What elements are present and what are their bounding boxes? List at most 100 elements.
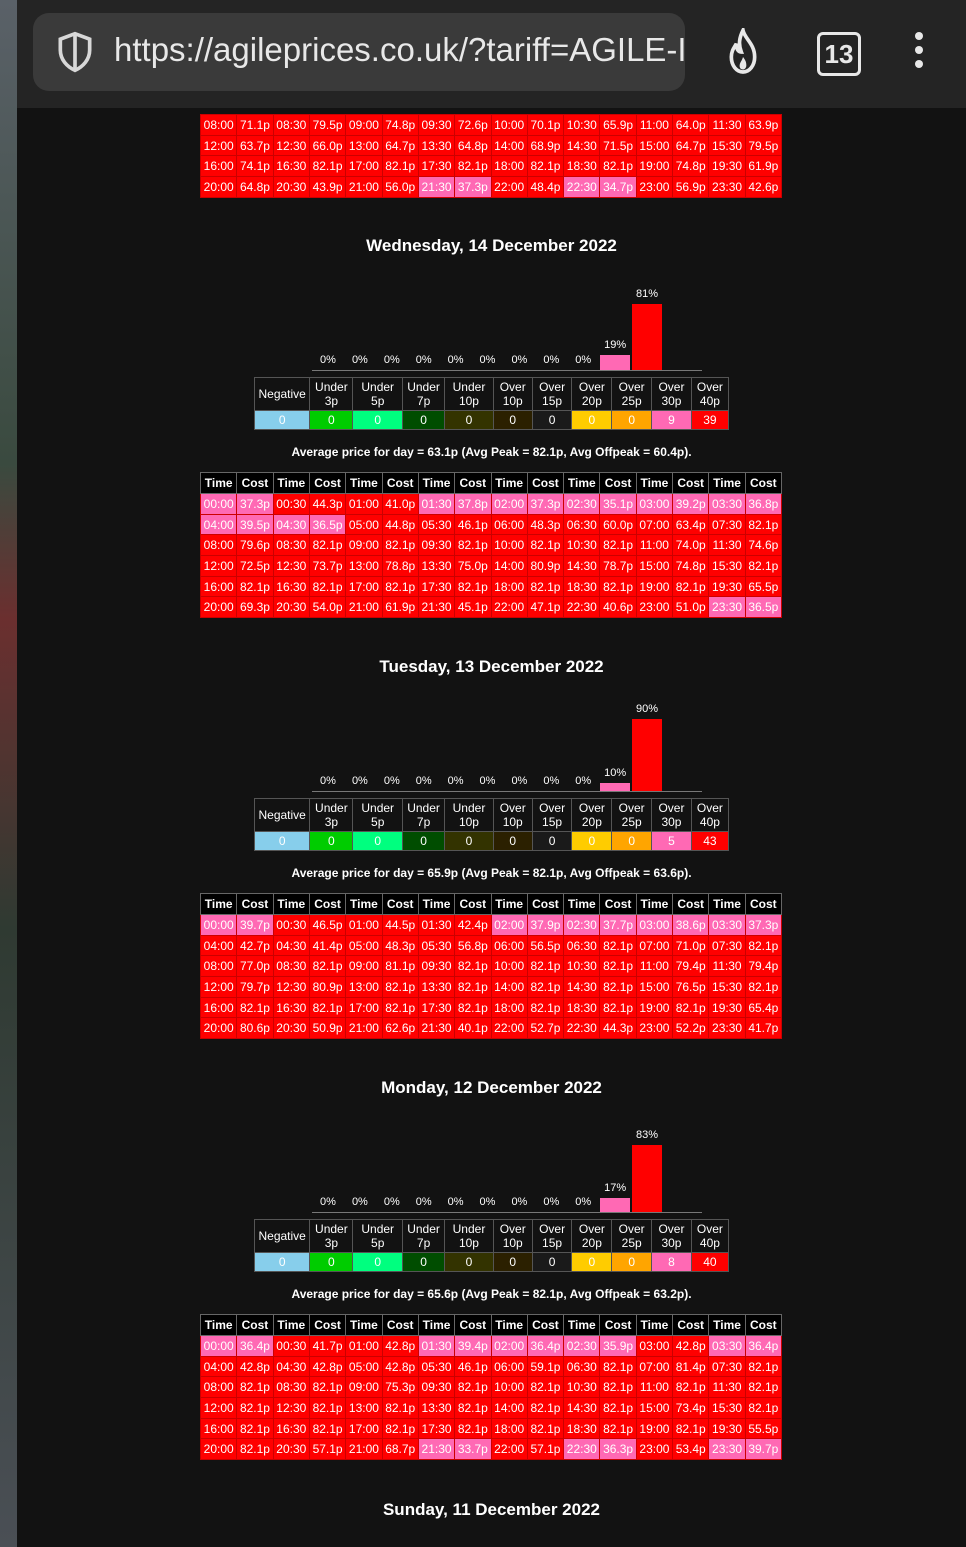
shield-icon[interactable]: [53, 30, 97, 74]
column-header: Cost: [744, 893, 783, 915]
time-cell: 12:30: [272, 555, 310, 577]
cost-cell: 82.1p: [381, 575, 419, 598]
band-label-line1: Over: [578, 1222, 605, 1236]
chart-axis: [312, 791, 702, 792]
fire-icon[interactable]: [723, 28, 763, 76]
cost-cell: 68.7p: [381, 1438, 419, 1461]
percent-label: 0%: [351, 775, 368, 787]
time-cell: 19:30: [708, 996, 746, 1019]
band-label-line1: Under: [407, 801, 440, 815]
time-cell: 21:30: [417, 1017, 456, 1040]
band-label: Negative: [253, 798, 311, 832]
table-row: 04:00 42.7p 04:30 41.4p 05:00 48.3p 05:30 56.8p…: [199, 934, 783, 957]
time-cell: 13:00: [345, 134, 383, 157]
time-cell: 14:00: [490, 976, 528, 998]
cost-cell: 82.1p: [526, 996, 565, 1019]
time-cell: 02:30: [563, 1335, 601, 1357]
table-row: 20:00 69.3p 20:30 54.0p 21:00 61.9p 21:30 45.1p…: [199, 596, 783, 619]
band-label-line1: Over: [539, 801, 566, 815]
time-cell: 17:00: [345, 575, 383, 598]
band-label-line1: Over: [658, 380, 685, 394]
time-cell: 01:00: [345, 493, 383, 515]
page-content: 08:00 71.1p 08:30 79.5p 09:00 74.8p 09:30 72.6p…: [17, 0, 966, 1547]
cost-cell: 82.1p: [599, 1417, 637, 1440]
band-header-row: Negative Under 3p Under 5p Under 7p Under 10p Ove…: [253, 377, 730, 411]
day-title: Wednesday, 14 December 2022: [366, 236, 617, 255]
percent-label: 0%: [383, 354, 400, 366]
band-label-line2: 25p: [621, 1236, 642, 1250]
overflow-menu-icon[interactable]: [913, 32, 925, 76]
cost-cell: 59.1p: [526, 1355, 565, 1378]
percent-bar: [632, 304, 662, 370]
table-row: 00:00 39.7p 00:30 46.5p 01:00 44.5p 01:30 42.4p…: [199, 914, 783, 936]
time-cell: 21:00: [345, 1438, 383, 1461]
table-row: 16:00 82.1p 16:30 82.1p 17:00 82.1p 17:30 82.1p…: [199, 996, 783, 1019]
cost-cell: 36.5p: [744, 596, 783, 619]
time-cell: 12:00: [199, 134, 238, 157]
cost-cell: 82.1p: [599, 534, 637, 557]
band-label-line1: Under: [361, 801, 395, 815]
band-label-line1: Over: [618, 380, 645, 394]
band-label-line2: 7p: [416, 1236, 431, 1250]
time-cell: 00:30: [272, 1335, 310, 1357]
column-header: Cost: [236, 1314, 274, 1336]
time-cell: 15:30: [708, 1397, 746, 1419]
band-count: 0: [611, 1252, 653, 1272]
band-label-line1: Under: [452, 1222, 486, 1236]
cost-cell: 35.9p: [599, 1335, 637, 1357]
time-cell: 15:30: [708, 976, 746, 998]
price-table: Time Cost Time Cost Time Cost Time Cost Time Cost…: [199, 893, 783, 1040]
band-count: 0: [352, 831, 403, 851]
band-label-line2: 10p: [458, 1236, 479, 1250]
band-label-line1: Over: [618, 1222, 645, 1236]
cost-cell: 82.1p: [381, 1417, 419, 1440]
time-cell: 12:30: [272, 976, 310, 998]
time-cell: 08:00: [199, 1376, 238, 1399]
band-label-line1: Under: [315, 1222, 348, 1236]
cost-cell: 76.5p: [672, 976, 710, 998]
table-header-row: Time Cost Time Cost Time Cost Time Cost Time Cost…: [199, 893, 783, 915]
cost-cell: 82.1p: [526, 534, 565, 557]
column-header: Cost: [672, 472, 710, 494]
time-cell: 21:00: [345, 176, 383, 198]
cost-cell: 82.1p: [744, 1376, 783, 1399]
band-count: 0: [492, 410, 533, 430]
cost-cell: 36.4p: [526, 1335, 565, 1357]
table-row: 12:00 82.1p 12:30 82.1p 13:00 82.1p 13:30 82.1p…: [199, 1397, 783, 1419]
time-cell: 10:30: [563, 534, 601, 557]
cost-cell: 64.7p: [672, 134, 710, 157]
percent-label: 0%: [543, 354, 560, 366]
time-cell: 21:30: [417, 176, 456, 198]
chart-axis: [312, 1212, 702, 1213]
column-header: Time: [635, 893, 674, 915]
band-label-line2: 10p: [502, 1236, 523, 1250]
time-cell: 08:30: [272, 114, 310, 136]
cost-cell: 82.1p: [526, 955, 565, 978]
column-header: Time: [563, 893, 601, 915]
table-row: 16:00 82.1p 16:30 82.1p 17:00 82.1p 17:30 82.1p…: [199, 1417, 783, 1440]
cost-cell: 82.1p: [454, 575, 492, 598]
tab-count-button[interactable]: 13: [817, 32, 861, 76]
time-cell: 23:30: [708, 1017, 746, 1040]
time-cell: 18:00: [490, 1417, 528, 1440]
price-band-table: Negative Under 3p Under 5p Under 7p Under 10p Ove…: [253, 377, 730, 430]
cost-cell: 36.4p: [744, 1335, 783, 1357]
percent-label: 19%: [604, 339, 627, 351]
band-count: 9: [651, 410, 692, 430]
band-label-line2: 40p: [699, 1236, 720, 1250]
band-count: 0: [444, 410, 494, 430]
cost-cell: 41.4p: [308, 934, 347, 957]
cost-cell: 82.1p: [599, 976, 637, 998]
band-label-line1: Under: [407, 1222, 440, 1236]
band-label: Over 40p: [690, 798, 730, 832]
band-label: Under 7p: [401, 798, 446, 832]
band-count-row: 0 0 0 0 0 0 0 0 0 5 43: [253, 831, 730, 851]
column-header: Cost: [236, 472, 274, 494]
time-cell: 17:30: [417, 996, 456, 1019]
address-bar[interactable]: https://agileprices.co.uk/?tariff=AGILE-…: [33, 13, 685, 91]
url-text[interactable]: https://agileprices.co.uk/?tariff=AGILE-…: [114, 31, 685, 68]
band-label-line2: 20p: [581, 815, 602, 829]
time-cell: 11:00: [635, 534, 674, 557]
time-cell: 16:00: [199, 1417, 238, 1440]
band-label-line2: 7p: [416, 394, 431, 408]
